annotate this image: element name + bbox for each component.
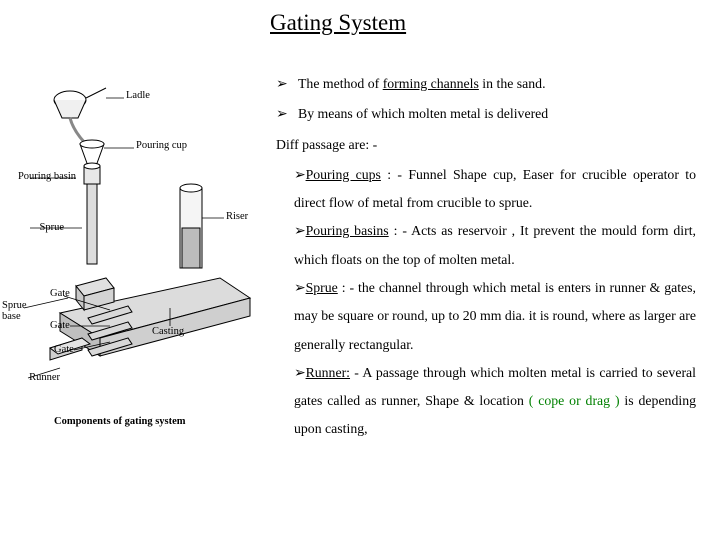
label-sprue-base: Sprue base	[2, 300, 40, 322]
intro-line: Diff passage are: -	[276, 131, 696, 159]
def-pouring-basins: ➢Pouring basins : - Acts as reservoir , …	[294, 223, 696, 266]
label-runner: Runner	[0, 372, 60, 383]
label-casting: Casting	[152, 326, 184, 337]
label-gate-1: Gate	[50, 288, 70, 299]
bullet-2: ➢ By means of which molten metal is deli…	[276, 100, 696, 128]
sub-definitions: ➢Pouring cups : - Funnel Shape cup, Ease…	[276, 161, 696, 444]
text-column: ➢ The method of forming channels in the …	[276, 70, 696, 444]
def-runner: ➢Runner: - A passage through which molte…	[294, 365, 696, 437]
bullet-arrow-icon: ➢	[294, 167, 306, 182]
label-sprue: Sprue	[4, 222, 64, 233]
label-gate-3: Gate	[54, 344, 74, 355]
bullet-arrow-icon: ➢	[294, 280, 306, 295]
bullet-arrow-icon: ➢	[276, 70, 298, 98]
bullet-arrow-icon: ➢	[276, 100, 298, 128]
diagram-caption: Components of gating system	[54, 416, 186, 427]
bullet-arrow-icon: ➢	[294, 223, 306, 238]
page-title: Gating System	[270, 10, 406, 36]
def-sprue: ➢Sprue : - the channel through which met…	[294, 280, 696, 352]
bullet-arrow-icon: ➢	[294, 365, 306, 380]
label-gate-2: Gate	[50, 320, 70, 331]
bullet-2-text: By means of which molten metal is delive…	[298, 100, 548, 128]
label-riser: Riser	[226, 211, 248, 222]
bullet-1: ➢ The method of forming channels in the …	[276, 70, 696, 98]
def-pouring-cups: ➢Pouring cups : - Funnel Shape cup, Ease…	[294, 167, 696, 210]
label-pouring-basin: Pouring basin	[6, 171, 76, 182]
label-pouring-cup: Pouring cup	[136, 140, 187, 151]
gating-diagram: Ladle Pouring cup Pouring basin Sprue Ri…	[10, 78, 260, 428]
label-ladle: Ladle	[126, 90, 150, 101]
bullet-1-text: The method of forming channels in the sa…	[298, 70, 546, 98]
